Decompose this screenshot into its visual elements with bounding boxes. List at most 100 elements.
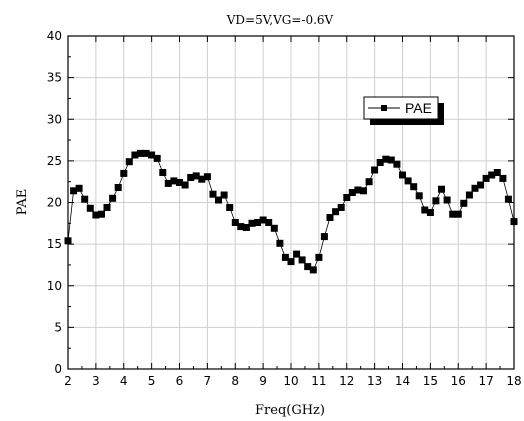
data-point [460, 199, 468, 207]
data-point [70, 187, 78, 195]
data-point [471, 184, 479, 192]
data-point [365, 178, 373, 186]
y-tick-label: 25 [47, 154, 62, 168]
data-point [499, 174, 507, 182]
x-tick-label: 13 [367, 374, 382, 388]
y-tick-label: 30 [47, 112, 62, 126]
data-point [114, 184, 122, 191]
data-point [215, 196, 222, 204]
tick-labels: 2 3 4 5 6 7 8 9 10 11 12 13 14 15 16 17 18 0 5 10 15 20 25 30 35… [47, 29, 522, 388]
y-tick-label: 40 [47, 29, 62, 43]
data-point [198, 175, 206, 183]
data-point [482, 174, 490, 182]
data-point [343, 194, 351, 201]
data-point [337, 204, 345, 211]
x-tick-label: 10 [283, 374, 298, 388]
data-point [231, 219, 239, 226]
legend: PAE [363, 96, 444, 125]
x-tick-label: 12 [339, 374, 354, 388]
data-point [103, 204, 111, 211]
x-tick-label: 9 [259, 374, 267, 388]
data-point [393, 160, 401, 168]
data-point [254, 219, 262, 226]
data-point [465, 191, 473, 199]
data-point [298, 256, 306, 264]
data-point [399, 171, 406, 179]
data-point [438, 185, 445, 193]
data-point [125, 158, 133, 166]
x-tick-label: 17 [478, 374, 493, 388]
y-tick-label: 15 [47, 237, 62, 251]
legend-label-pae: PAE [405, 100, 432, 116]
data-point [421, 206, 429, 214]
data-point [265, 219, 273, 226]
x-tick-label: 7 [204, 374, 212, 388]
data-point [237, 223, 245, 231]
legend-box [363, 96, 439, 120]
x-tick-label: 11 [311, 374, 326, 388]
data-point [120, 169, 128, 177]
data-point [432, 197, 440, 205]
y-tick-label: 35 [47, 71, 62, 85]
x-tick-label: 5 [148, 374, 156, 388]
data-point [449, 210, 457, 218]
data-point [410, 183, 418, 191]
data-point [326, 214, 334, 221]
data-point [86, 204, 94, 212]
data-point [276, 239, 284, 247]
data-point [137, 149, 144, 157]
data-point [203, 173, 211, 181]
data-point [192, 172, 200, 180]
data-series [64, 149, 518, 274]
chart-title: VD=5V,VG=-0.6V [226, 13, 334, 27]
data-point [170, 177, 178, 185]
x-tick-label: 8 [231, 374, 239, 388]
data-point [404, 177, 412, 185]
y-axis-title: PAE [15, 189, 30, 215]
data-point [131, 151, 139, 159]
y-tick-label: 20 [47, 196, 62, 210]
data-point [92, 211, 100, 219]
y-tick-label: 0 [54, 362, 62, 376]
data-point [360, 187, 367, 195]
data-point [109, 194, 117, 202]
data-point [309, 266, 317, 274]
x-tick-label: 15 [423, 374, 438, 388]
data-point [81, 195, 89, 203]
data-point [98, 210, 105, 218]
x-tick-label: 18 [506, 374, 521, 388]
data-point [64, 237, 72, 245]
data-point [153, 154, 161, 162]
data-point [426, 209, 434, 216]
data-point [387, 156, 395, 164]
data-point [242, 224, 250, 231]
data-point [443, 196, 451, 204]
data-point [371, 166, 379, 174]
data-point [176, 179, 183, 186]
data-point [454, 210, 462, 218]
x-tick-label: 16 [451, 374, 466, 388]
data-point [287, 258, 295, 266]
data-point [164, 179, 172, 187]
data-point [332, 208, 340, 216]
data-point [504, 195, 512, 203]
data-point [281, 253, 289, 261]
data-point [304, 263, 312, 271]
axes [67, 35, 515, 370]
data-point [259, 216, 267, 224]
data-point [159, 169, 167, 176]
x-tick-label: 4 [120, 374, 128, 388]
data-point [488, 171, 496, 179]
x-tick-label: 3 [92, 374, 100, 388]
data-point [382, 155, 390, 163]
x-tick-label: 6 [176, 374, 184, 388]
data-point [315, 253, 323, 261]
data-point [293, 250, 301, 258]
data-point [181, 181, 189, 189]
y-tick-label: 10 [47, 279, 62, 293]
data-point [354, 186, 362, 194]
data-point [148, 151, 156, 159]
data-point [415, 192, 423, 200]
y-tick-label: 5 [54, 320, 62, 334]
